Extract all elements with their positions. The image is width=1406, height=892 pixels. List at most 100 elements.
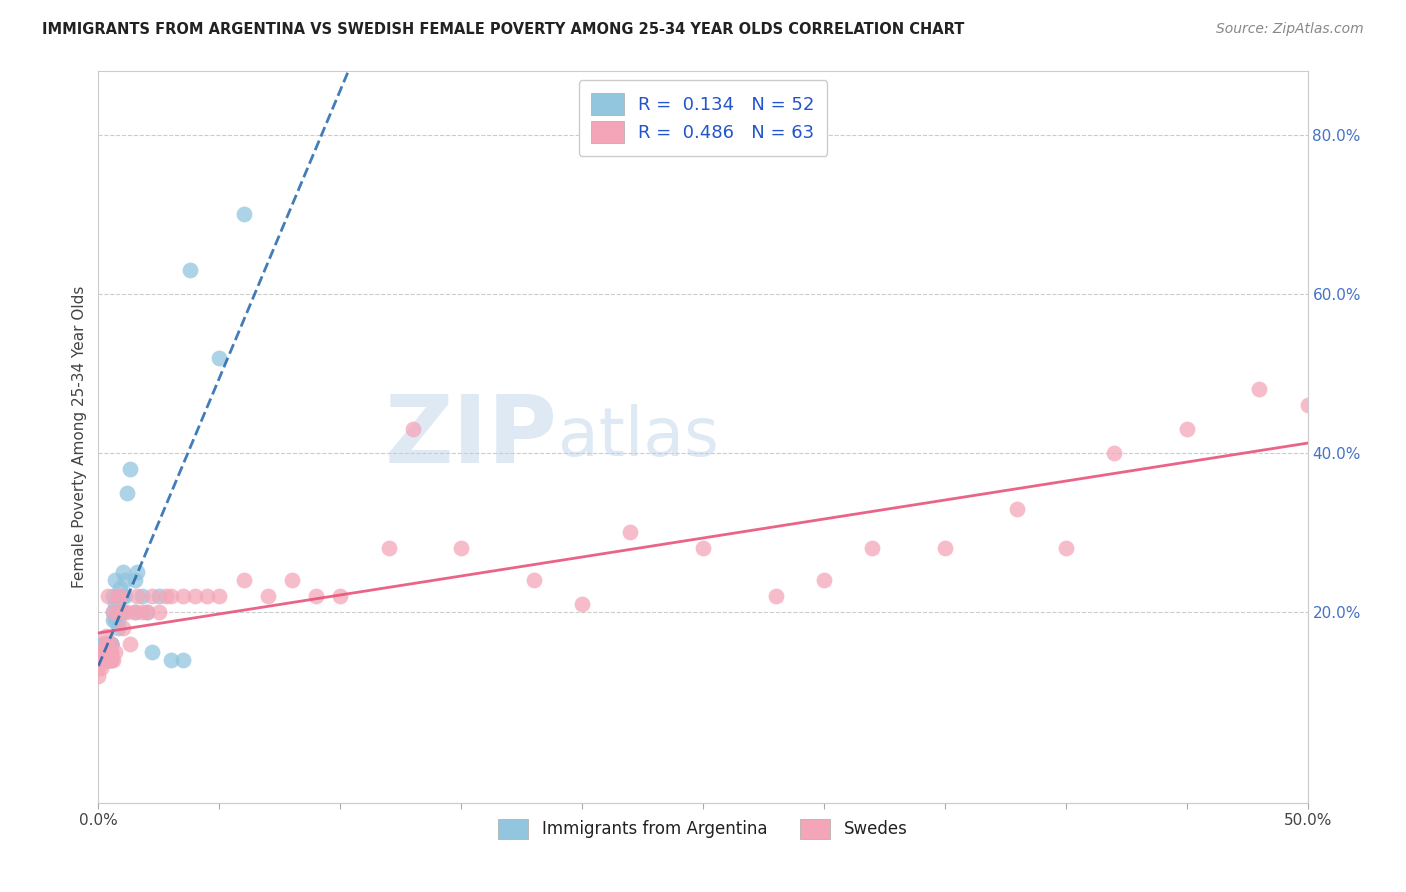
Point [97,653,120,667]
Point [94,653,117,667]
Point [329,589,352,603]
Point [97,653,120,667]
Point [118,462,141,476]
Point [124,605,146,619]
Point [111,566,134,580]
Point [195,589,218,603]
Point [1175,422,1198,436]
Point [104,597,127,611]
Point [87,660,110,674]
Point [108,605,131,619]
Point [94,645,117,659]
Point [135,605,157,619]
Point [1296,398,1319,412]
Point [100,653,122,667]
Point [91,645,114,659]
Point [107,589,129,603]
Point [208,351,231,365]
Point [148,605,170,619]
Point [97,645,120,659]
Point [97,645,120,659]
Point [87,653,110,667]
Point [94,637,117,651]
Point [97,653,120,667]
Point [91,645,114,659]
Point [127,566,149,580]
Point [94,645,117,659]
Point [179,263,201,277]
Point [91,637,114,651]
Point [91,653,114,667]
Point [692,541,714,556]
Point [117,485,139,500]
Point [107,605,129,619]
Point [377,541,399,556]
Point [160,653,183,667]
Point [100,653,122,667]
Point [127,589,149,603]
Point [101,605,124,619]
Point [765,589,787,603]
Point [184,589,207,603]
Point [111,589,134,603]
Point [91,637,114,651]
Legend: Immigrants from Argentina, Swedes: Immigrants from Argentina, Swedes [492,812,914,846]
Point [114,589,136,603]
Point [860,541,883,556]
Point [97,589,120,603]
Point [208,589,231,603]
Point [107,621,129,635]
Point [108,589,131,603]
Point [135,605,157,619]
Point [402,422,425,436]
Point [141,645,163,659]
Point [117,605,139,619]
Point [813,573,835,587]
Point [571,597,593,611]
Point [100,645,122,659]
Point [1054,541,1077,556]
Point [111,621,134,635]
Point [1007,501,1029,516]
Point [107,613,129,627]
Point [305,589,328,603]
Text: Source: ZipAtlas.com: Source: ZipAtlas.com [1216,22,1364,37]
Point [101,605,124,619]
Point [91,645,114,659]
Point [155,589,177,603]
Point [281,573,304,587]
Point [111,605,134,619]
Point [100,653,122,667]
Point [100,637,122,651]
Point [100,637,122,651]
Point [111,605,134,619]
Point [90,653,112,667]
Point [97,637,120,651]
Point [97,637,120,651]
Point [1102,446,1125,460]
Point [160,589,183,603]
Point [90,660,112,674]
Point [619,525,641,540]
Point [131,605,153,619]
Point [124,605,146,619]
Point [101,653,124,667]
Point [87,668,110,682]
Point [91,653,114,667]
Point [114,573,136,587]
Point [101,589,124,603]
Point [100,637,122,651]
Y-axis label: Female Poverty Among 25-34 Year Olds: Female Poverty Among 25-34 Year Olds [72,286,87,588]
Text: atlas: atlas [558,404,718,470]
Point [232,207,254,221]
Point [97,645,120,659]
Point [97,637,120,651]
Point [104,573,127,587]
Point [172,653,194,667]
Point [131,589,153,603]
Text: ZIP: ZIP [385,391,558,483]
Point [124,573,146,587]
Point [934,541,956,556]
Point [108,581,131,595]
Point [94,629,117,643]
